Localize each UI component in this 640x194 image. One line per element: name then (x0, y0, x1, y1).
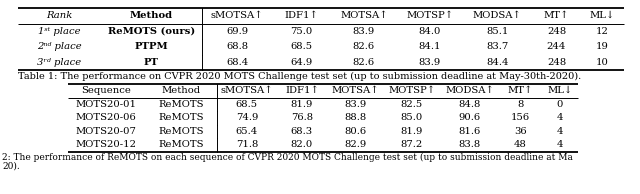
Text: 156: 156 (511, 113, 530, 122)
Text: 80.6: 80.6 (344, 127, 367, 136)
Text: 88.8: 88.8 (344, 113, 367, 122)
Text: MT↑: MT↑ (544, 11, 569, 20)
Text: 65.4: 65.4 (236, 127, 258, 136)
Text: ML↓: ML↓ (547, 86, 572, 95)
Text: 82.5: 82.5 (401, 100, 423, 109)
Text: ReMOTS: ReMOTS (158, 100, 204, 109)
Text: 12: 12 (596, 27, 609, 36)
Text: IDF1↑: IDF1↑ (284, 11, 318, 20)
Text: 69.9: 69.9 (226, 27, 248, 36)
Text: 83.8: 83.8 (458, 140, 481, 149)
Text: Sequence: Sequence (81, 86, 131, 95)
Text: MOTSA↑: MOTSA↑ (340, 11, 388, 20)
Text: 82.6: 82.6 (353, 58, 375, 67)
Text: Method: Method (161, 86, 200, 95)
Text: 81.9: 81.9 (401, 127, 423, 136)
Text: 81.9: 81.9 (291, 100, 313, 109)
Text: 84.4: 84.4 (486, 58, 508, 67)
Text: MOTSP↑: MOTSP↑ (388, 86, 435, 95)
Text: 0: 0 (557, 100, 563, 109)
Text: 2: The performance of ReMOTS on each sequence of CVPR 2020 MOTS Challenge test s: 2: The performance of ReMOTS on each seq… (2, 153, 573, 162)
Text: MOTS20-06: MOTS20-06 (76, 113, 136, 122)
Text: 36: 36 (514, 127, 527, 136)
Text: MOTS20-12: MOTS20-12 (76, 140, 136, 149)
Text: MT↑: MT↑ (508, 86, 533, 95)
Text: 87.2: 87.2 (401, 140, 423, 149)
Text: 90.6: 90.6 (458, 113, 481, 122)
Text: 10: 10 (596, 58, 609, 67)
Text: 81.6: 81.6 (458, 127, 481, 136)
Text: Rank: Rank (46, 11, 72, 20)
Text: 1ˢᵗ place: 1ˢᵗ place (38, 27, 81, 36)
Text: 8: 8 (517, 100, 524, 109)
Text: 20).: 20). (2, 161, 20, 171)
Text: PT: PT (144, 58, 159, 67)
Text: 64.9: 64.9 (290, 58, 312, 67)
Text: 19: 19 (596, 42, 609, 51)
Text: 4: 4 (556, 140, 563, 149)
Text: 83.9: 83.9 (419, 58, 441, 67)
Text: 82.6: 82.6 (353, 42, 375, 51)
Text: 48: 48 (514, 140, 527, 149)
Text: MOTS20-07: MOTS20-07 (76, 127, 136, 136)
Text: 2ⁿᵈ place: 2ⁿᵈ place (37, 42, 81, 51)
Text: 68.3: 68.3 (291, 127, 313, 136)
Text: 76.8: 76.8 (291, 113, 313, 122)
Text: 85.1: 85.1 (486, 27, 508, 36)
Text: 68.5: 68.5 (290, 42, 312, 51)
Text: ML↓: ML↓ (590, 11, 615, 20)
Text: 83.7: 83.7 (486, 42, 508, 51)
Text: PTPM: PTPM (134, 42, 168, 51)
Text: Method: Method (130, 11, 173, 20)
Text: ReMOTS: ReMOTS (158, 140, 204, 149)
Text: 85.0: 85.0 (401, 113, 423, 122)
Text: 68.8: 68.8 (226, 42, 248, 51)
Text: 84.0: 84.0 (419, 27, 441, 36)
Text: ReMOTS (ours): ReMOTS (ours) (108, 27, 195, 36)
Text: sMOTSA↑: sMOTSA↑ (211, 11, 263, 20)
Text: 82.0: 82.0 (291, 140, 313, 149)
Text: 248: 248 (547, 27, 566, 36)
Text: MOTSP↑: MOTSP↑ (406, 11, 453, 20)
Text: 71.8: 71.8 (236, 140, 258, 149)
Text: IDF1↑: IDF1↑ (285, 86, 319, 95)
Text: 244: 244 (547, 42, 566, 51)
Text: MODSA↑: MODSA↑ (473, 11, 522, 20)
Text: 248: 248 (547, 58, 566, 67)
Text: 68.5: 68.5 (236, 100, 258, 109)
Text: 83.9: 83.9 (353, 27, 375, 36)
Text: 75.0: 75.0 (290, 27, 312, 36)
Text: 82.9: 82.9 (344, 140, 367, 149)
Text: 4: 4 (556, 113, 563, 122)
Text: 84.1: 84.1 (419, 42, 441, 51)
Text: 74.9: 74.9 (236, 113, 258, 122)
Text: MOTS20-01: MOTS20-01 (76, 100, 136, 109)
Text: 83.9: 83.9 (344, 100, 367, 109)
Text: 3ʳᵈ place: 3ʳᵈ place (37, 58, 81, 67)
Text: sMOTSA↑: sMOTSA↑ (221, 86, 273, 95)
Text: 84.8: 84.8 (458, 100, 481, 109)
Text: ReMOTS: ReMOTS (158, 113, 204, 122)
Text: MOTSA↑: MOTSA↑ (332, 86, 380, 95)
Text: ReMOTS: ReMOTS (158, 127, 204, 136)
Text: 4: 4 (556, 127, 563, 136)
Text: MODSA↑: MODSA↑ (445, 86, 494, 95)
Text: 68.4: 68.4 (226, 58, 248, 67)
Text: Table 1: The performance on CVPR 2020 MOTS Challenge test set (up to submission : Table 1: The performance on CVPR 2020 MO… (18, 72, 581, 81)
